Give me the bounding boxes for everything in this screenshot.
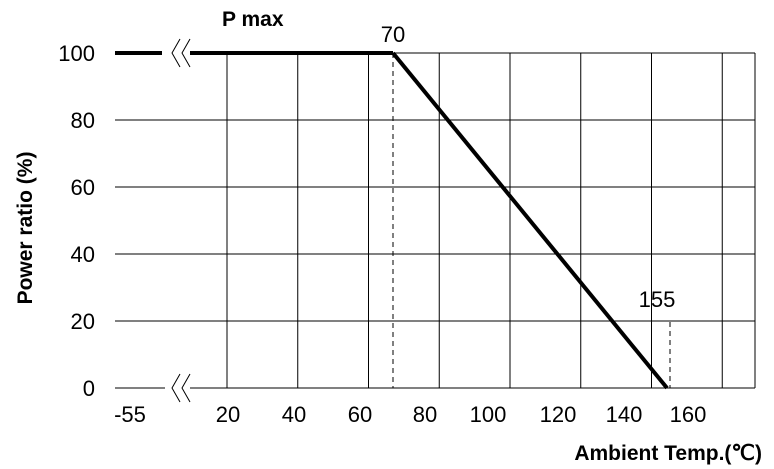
x-tick-label: -55 — [114, 402, 146, 427]
axis-break-mark — [181, 373, 191, 403]
y-axis-label: Power ratio (%) — [14, 152, 37, 305]
grid-lines — [115, 52, 756, 389]
y-tick-label: 0 — [83, 376, 95, 401]
x-tick-label: 40 — [282, 402, 306, 427]
x-tick-label: 140 — [606, 402, 643, 427]
x-tick-label: 60 — [348, 402, 372, 427]
x-tick-label: 80 — [413, 402, 437, 427]
x-tick-label: 160 — [670, 402, 707, 427]
y-tick-label: 100 — [58, 41, 95, 66]
x-axis-label: Ambient Temp.(℃) — [574, 442, 762, 465]
axis-break-mark — [181, 38, 191, 68]
y-tick-labels: 100 80 60 40 20 0 — [58, 41, 95, 401]
y-tick-label: 80 — [71, 108, 95, 133]
y-tick-label: 60 — [71, 175, 95, 200]
series-lines — [115, 51, 669, 390]
x-tick-labels: -55 20 40 60 80 100 120 140 160 — [114, 402, 706, 427]
knee-label: 70 — [381, 22, 405, 47]
axis-break-mark — [171, 373, 181, 403]
axis-break-mark — [171, 38, 181, 68]
x-tick-label: 100 — [470, 402, 507, 427]
x-tick-label: 120 — [540, 402, 577, 427]
y-tick-label: 20 — [71, 309, 95, 334]
end-label: 155 — [639, 287, 676, 312]
series-line-derating — [391, 51, 669, 390]
x-tick-label: 20 — [216, 402, 240, 427]
pmax-label: P max — [222, 8, 284, 31]
axis-break-marks — [171, 38, 191, 403]
reference-dashed-lines — [392, 53, 671, 388]
y-tick-label: 40 — [71, 242, 95, 267]
